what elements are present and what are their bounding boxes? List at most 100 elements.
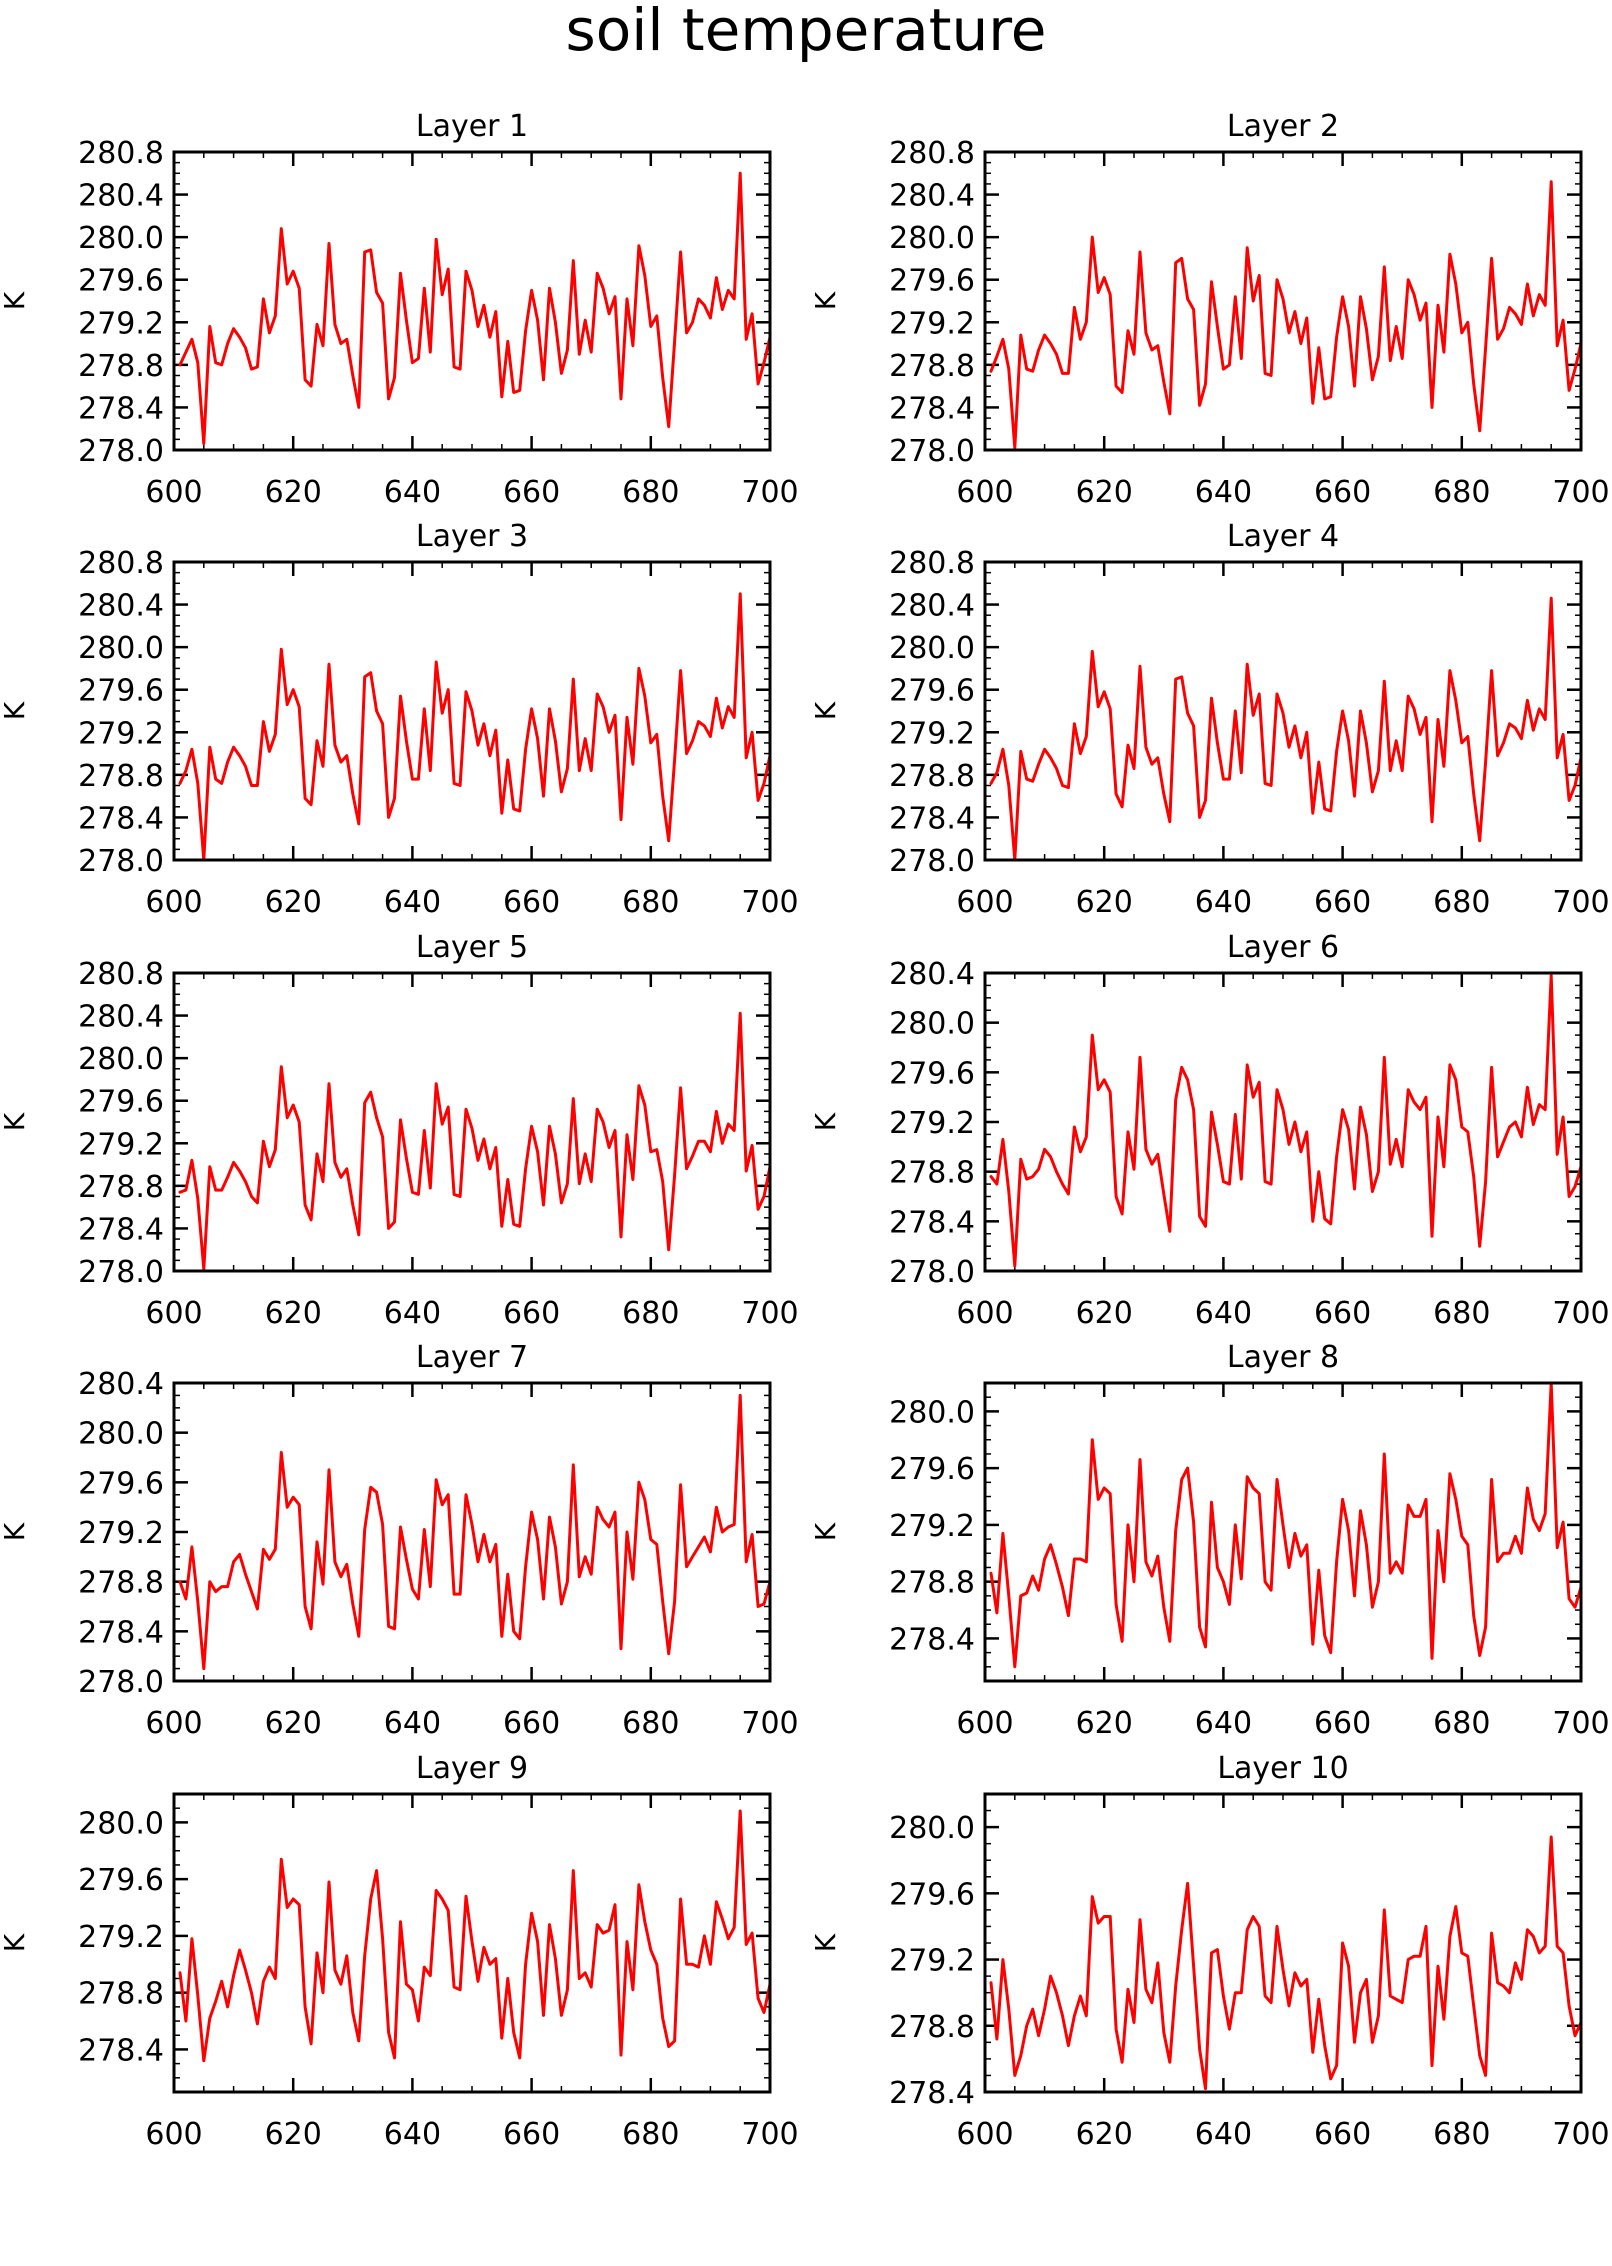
y-tick-label: 278.4 xyxy=(78,1615,164,1650)
x-tick-label: 640 xyxy=(1195,475,1252,510)
y-tick-label: 278.0 xyxy=(889,1255,975,1290)
y-tick-label: 280.8 xyxy=(78,546,164,581)
x-tick-label: 640 xyxy=(1195,1296,1252,1331)
x-tick-label: 700 xyxy=(1552,1296,1609,1331)
plot-frame xyxy=(172,150,772,452)
y-tick-label: 280.0 xyxy=(889,631,975,666)
plot-frame xyxy=(983,560,1583,862)
x-tick-label: 700 xyxy=(1552,885,1609,920)
y-tick-label: 280.0 xyxy=(889,1395,975,1430)
y-axis-label: K xyxy=(0,1112,31,1131)
y-tick-label: 279.2 xyxy=(78,306,164,341)
x-tick-label: 640 xyxy=(384,2117,441,2152)
x-tick-label: 620 xyxy=(1076,885,1133,920)
x-tick-label: 660 xyxy=(503,885,560,920)
y-tick-label: 278.4 xyxy=(889,2076,975,2111)
series-line xyxy=(178,1393,772,1671)
axis-ticks xyxy=(172,1793,772,2093)
y-axis-label: K xyxy=(0,1933,31,1952)
y-tick-label: 280.4 xyxy=(78,1367,164,1402)
x-tick-label: 640 xyxy=(384,475,441,510)
x-tick-label: 600 xyxy=(956,1296,1013,1331)
x-tick-label: 600 xyxy=(145,475,202,510)
x-tick-label: 600 xyxy=(145,1706,202,1741)
y-tick-label: 279.6 xyxy=(889,1056,975,1091)
x-tick-label: 620 xyxy=(1076,1296,1133,1331)
panels-group: Layer 1 K 278.0 278.4 278.8 279.2 279.6 280.0 28… xyxy=(0,109,1610,2152)
y-tick-label: 280.0 xyxy=(78,1806,164,1841)
x-tick-label: 620 xyxy=(1076,475,1133,510)
plot-frame xyxy=(983,1792,1583,2094)
x-tick-label: 660 xyxy=(1314,2117,1371,2152)
x-tick-label: 600 xyxy=(956,2117,1013,2152)
panel-title: Layer 10 xyxy=(1217,1751,1348,1786)
y-tick-label: 280.0 xyxy=(78,221,164,256)
y-tick-label: 278.8 xyxy=(78,1566,164,1601)
x-tick-label: 640 xyxy=(384,1706,441,1741)
panel-title: Layer 7 xyxy=(416,1340,528,1375)
x-tick-label: 700 xyxy=(741,885,798,920)
x-tick-label: 680 xyxy=(1433,885,1490,920)
x-tick-label: 620 xyxy=(1076,2117,1133,2152)
y-tick-label: 278.8 xyxy=(78,1977,164,2012)
x-tick-label: 620 xyxy=(265,1706,322,1741)
y-axis-label: K xyxy=(809,701,842,720)
y-axis-label: K xyxy=(809,291,842,310)
y-tick-label: 280.0 xyxy=(78,631,164,666)
chart-panel-2: Layer 2 K 278.0 278.4 278.8 279.2 279.6 280.0 28… xyxy=(809,109,1610,510)
y-tick-label: 280.8 xyxy=(889,546,975,581)
y-tick-label: 279.6 xyxy=(78,1085,164,1120)
x-tick-label: 660 xyxy=(503,475,560,510)
y-tick-label: 279.2 xyxy=(889,1106,975,1141)
y-tick-label: 279.6 xyxy=(78,1863,164,1898)
x-tick-label: 620 xyxy=(1076,1706,1133,1741)
series-line xyxy=(178,592,772,862)
y-tick-label: 278.8 xyxy=(889,349,975,384)
chart-panel-4: Layer 4 K 278.0 278.4 278.8 279.2 279.6 280.0 28… xyxy=(809,519,1610,920)
series-line xyxy=(989,180,1583,450)
x-tick-label: 640 xyxy=(1195,2117,1252,2152)
y-tick-label: 280.8 xyxy=(78,957,164,992)
x-tick-label: 600 xyxy=(956,1706,1013,1741)
y-tick-label: 279.2 xyxy=(889,716,975,751)
y-axis-label: K xyxy=(0,291,31,310)
plot-frame xyxy=(172,1792,772,2094)
y-tick-label: 279.2 xyxy=(889,1509,975,1544)
x-tick-label: 700 xyxy=(741,2117,798,2152)
chart-panel-6: Layer 6 K 278.0 278.4 278.8 279.2 279.6 280.0 28… xyxy=(809,930,1610,1331)
chart-panel-8: Layer 8 K 278.4 278.8 279.2 279.6 280.0 600 620 6… xyxy=(809,1340,1610,1741)
y-tick-label: 279.2 xyxy=(78,716,164,751)
y-tick-label: 279.2 xyxy=(889,1944,975,1979)
x-tick-label: 680 xyxy=(1433,1706,1490,1741)
y-axis-label: K xyxy=(809,1933,842,1952)
chart-panel-9: Layer 9 K 278.4 278.8 279.2 279.6 280.0 600 620 6… xyxy=(0,1751,799,2152)
y-tick-label: 278.0 xyxy=(78,844,164,879)
figure-title: soil temperature xyxy=(566,0,1047,64)
series-line xyxy=(989,974,1583,1268)
plot-frame xyxy=(172,560,772,862)
y-tick-label: 278.0 xyxy=(889,844,975,879)
chart-panel-7: Layer 7 K 278.0 278.4 278.8 279.2 279.6 280.0 28… xyxy=(0,1340,799,1741)
y-tick-label: 280.4 xyxy=(78,179,164,214)
x-tick-label: 600 xyxy=(145,885,202,920)
x-tick-label: 660 xyxy=(503,1296,560,1331)
x-tick-label: 660 xyxy=(1314,475,1371,510)
x-tick-label: 680 xyxy=(1433,2117,1490,2152)
y-tick-label: 278.8 xyxy=(78,1170,164,1205)
y-axis-label: K xyxy=(809,1522,842,1541)
series-line xyxy=(989,1835,1583,2091)
y-tick-label: 280.0 xyxy=(78,1042,164,1077)
y-tick-label: 280.8 xyxy=(889,136,975,171)
x-tick-label: 600 xyxy=(956,475,1013,510)
y-tick-label: 278.8 xyxy=(889,2010,975,2045)
plot-frame xyxy=(983,1381,1583,1683)
y-tick-label: 278.8 xyxy=(78,759,164,794)
x-tick-label: 660 xyxy=(503,1706,560,1741)
x-tick-label: 700 xyxy=(1552,475,1609,510)
series-line xyxy=(178,1809,772,2063)
x-tick-label: 640 xyxy=(1195,1706,1252,1741)
panel-title: Layer 6 xyxy=(1227,930,1339,965)
plot-frame xyxy=(983,971,1583,1273)
plot-frame xyxy=(172,971,772,1273)
